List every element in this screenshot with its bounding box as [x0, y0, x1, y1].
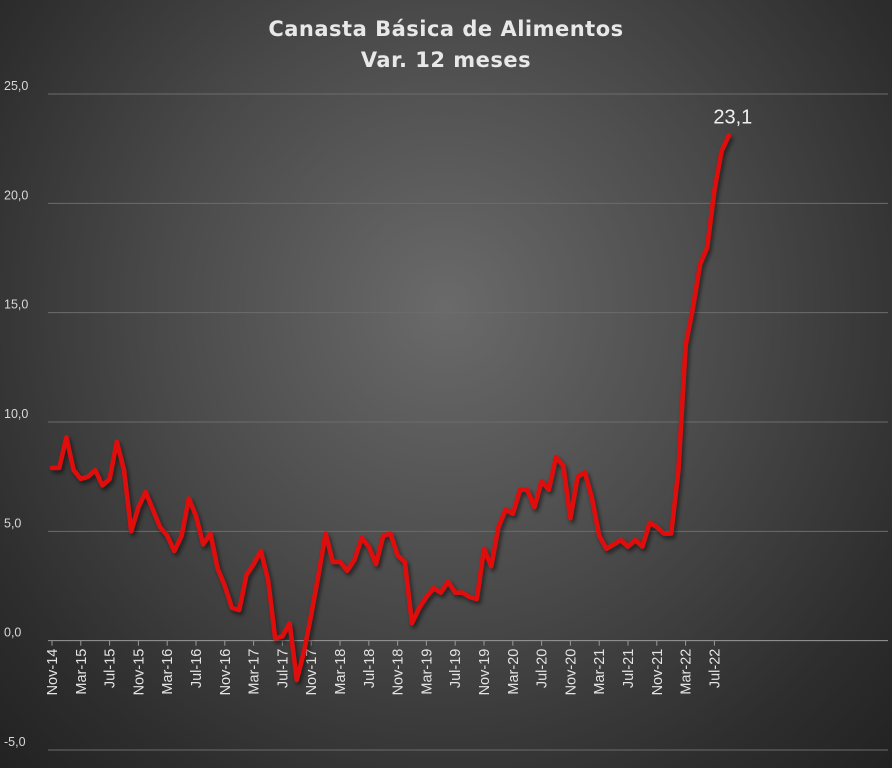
y-tick-label: -5,0: [4, 735, 26, 749]
x-tick-label: Nov-21: [650, 649, 666, 696]
chart-title: Canasta Básica de Alimentos: [268, 17, 624, 41]
y-tick-label: 25,0: [4, 79, 28, 93]
x-tick-label: Mar-17: [247, 649, 263, 695]
x-tick-label: Mar-20: [506, 649, 522, 695]
x-tick-label: Nov-19: [477, 649, 493, 696]
y-tick-label: 10,0: [4, 407, 28, 421]
x-tick-label: Nov-18: [391, 649, 407, 696]
x-tick-label: Nov-15: [131, 649, 147, 696]
series-line: [49, 133, 732, 683]
x-tick-label: Jul-18: [362, 649, 378, 689]
x-tick-label: Mar-21: [592, 649, 608, 695]
x-tick-label: Jul-19: [448, 649, 464, 689]
x-tick-label: Nov-14: [45, 649, 61, 696]
x-tick-label: Mar-18: [333, 649, 349, 695]
x-tick-label: Jul-22: [707, 649, 723, 689]
x-tick-label: Mar-16: [160, 649, 176, 695]
x-tick-label: Jul-15: [103, 649, 119, 689]
y-tick-label: 20,0: [4, 188, 28, 202]
x-tick-label: Mar-15: [74, 649, 90, 695]
x-tick-label: Jul-17: [275, 649, 291, 689]
x-tick-label: Jul-21: [621, 649, 637, 689]
x-tick-label: Nov-20: [563, 649, 579, 696]
x-tick-label: Mar-19: [419, 649, 435, 695]
x-tick-label: Nov-17: [304, 649, 320, 696]
y-tick-label: 15,0: [4, 298, 28, 312]
y-tick-label: 5,0: [4, 516, 21, 530]
x-tick-label: Mar-22: [679, 649, 695, 695]
x-tick-label: Jul-16: [189, 649, 205, 689]
y-tick-label: 0,0: [4, 626, 21, 640]
chart-subtitle: Var. 12 meses: [360, 48, 532, 72]
x-tick-label: Jul-20: [535, 649, 551, 689]
data-label-last: 23,1: [713, 107, 752, 129]
x-tick-label: Nov-16: [218, 649, 234, 696]
